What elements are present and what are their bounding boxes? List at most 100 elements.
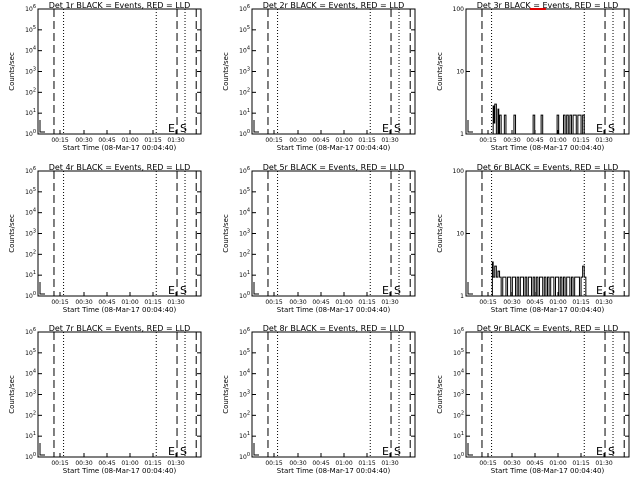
y-tick-label: 10 — [456, 231, 464, 238]
eclipse-label: E — [596, 284, 603, 297]
x-axis-label: Start Time (08-Mar-17 00:04:40) — [277, 306, 391, 314]
y-axis-label: Counts/sec — [436, 52, 444, 91]
y-tick-label: 104 — [25, 46, 36, 55]
y-tick-label: 106 — [453, 327, 464, 336]
y-tick-label: 106 — [239, 4, 250, 13]
y-tick-label: 100 — [239, 452, 250, 461]
x-tick-label: 00:15 — [265, 299, 282, 306]
x-tick-label: 01:15 — [358, 460, 375, 467]
y-tick-label: 106 — [239, 327, 250, 336]
x-tick-label: 00:15 — [265, 137, 282, 144]
x-tick-label: 00:45 — [526, 299, 543, 306]
y-axis-label: Counts/sec — [222, 52, 230, 91]
y-tick-label: 105 — [25, 348, 36, 357]
x-tick-label: 01:15 — [144, 299, 161, 306]
y-tick-label: 100 — [25, 129, 36, 138]
x-tick-label: 01:00 — [549, 460, 566, 467]
panel-det5r: Det 5r BLACK = Events, RED = LLD 100 101 10… — [222, 163, 416, 314]
x-tick-label: 00:30 — [75, 460, 92, 467]
x-tick-label: 01:00 — [335, 137, 352, 144]
x-tick-label: 01:15 — [358, 137, 375, 144]
x-tick-label: 00:45 — [312, 299, 329, 306]
x-tick-label: 01:00 — [549, 299, 566, 306]
y-axis-label: Counts/sec — [436, 214, 444, 253]
x-axis-label: Start Time (08-Mar-17 00:04:40) — [491, 467, 605, 475]
start-bracket — [253, 120, 259, 133]
x-tick-label: 01:00 — [335, 460, 352, 467]
saa-label: S — [394, 122, 401, 135]
x-tick-label: 00:45 — [312, 137, 329, 144]
y-tick-label: 105 — [25, 187, 36, 196]
y-tick-label: 105 — [25, 25, 36, 34]
panel-title: Det 2r BLACK = Events, RED = LLD — [263, 1, 405, 10]
y-tick-label: 106 — [25, 166, 36, 175]
y-tick-label: 102 — [239, 87, 250, 96]
y-tick-label: 103 — [453, 390, 464, 399]
y-tick-label: 102 — [25, 410, 36, 419]
panel-det1r: Det 1r BLACK = Events, RED = LLD 100 101 10… — [8, 1, 202, 152]
panel-det8r: Det 8r BLACK = Events, RED = LLD 100 101 10… — [222, 324, 416, 475]
start-bracket — [467, 120, 473, 133]
y-tick-label: 104 — [25, 208, 36, 217]
x-tick-label: 01:15 — [572, 299, 589, 306]
y-tick-label: 101 — [453, 431, 464, 440]
eclipse-label: E — [382, 445, 389, 458]
x-tick-label: 00:45 — [526, 137, 543, 144]
saa-label: S — [608, 122, 615, 135]
x-tick-label: 01:15 — [144, 137, 161, 144]
x-tick-label: 01:00 — [121, 460, 138, 467]
x-tick-label: 00:45 — [526, 460, 543, 467]
panel-det4r: Det 4r BLACK = Events, RED = LLD 100 101 10… — [8, 163, 202, 314]
eclipse-label: E — [168, 284, 175, 297]
panel-title: Det 4r BLACK = Events, RED = LLD — [49, 163, 191, 172]
panel-det2r: Det 2r BLACK = Events, RED = LLD 100 101 10… — [222, 1, 416, 152]
y-axis-label: Counts/sec — [8, 375, 16, 414]
x-tick-label: 00:30 — [503, 299, 520, 306]
x-tick-label: 01:30 — [167, 460, 184, 467]
x-axis-label: Start Time (08-Mar-17 00:04:40) — [491, 144, 605, 152]
events-series-line — [491, 103, 585, 135]
eclipse-label: E — [382, 122, 389, 135]
x-tick-label: 01:30 — [381, 299, 398, 306]
y-tick-label: 104 — [239, 369, 250, 378]
y-tick-label: 104 — [239, 46, 250, 55]
x-tick-label: 00:30 — [503, 137, 520, 144]
eclipse-label: E — [596, 122, 603, 135]
x-tick-label: 01:15 — [358, 299, 375, 306]
y-tick-label: 100 — [25, 452, 36, 461]
panel-title: Det 8r BLACK = Events, RED = LLD — [263, 324, 405, 333]
eclipse-label: E — [168, 122, 175, 135]
x-tick-label: 00:45 — [98, 137, 115, 144]
y-tick-label: 100 — [453, 6, 465, 13]
y-tick-label: 103 — [25, 390, 36, 399]
x-tick-label: 00:30 — [289, 460, 306, 467]
x-tick-label: 01:30 — [167, 299, 184, 306]
panel-title: Det 3r BLACK = Events, RED = LLD — [477, 1, 619, 10]
start-bracket — [39, 282, 45, 295]
x-tick-label: 00:15 — [51, 460, 68, 467]
x-tick-label: 01:00 — [335, 299, 352, 306]
x-tick-label: 00:45 — [98, 460, 115, 467]
x-axis-label: Start Time (08-Mar-17 00:04:40) — [491, 306, 605, 314]
y-tick-label: 102 — [25, 87, 36, 96]
x-tick-label: 01:30 — [595, 299, 612, 306]
eclipse-label: E — [382, 284, 389, 297]
y-tick-label: 106 — [239, 166, 250, 175]
panel-det3r: Det 3r BLACK = Events, RED = LLD 1 10 100 Co… — [436, 1, 630, 152]
y-tick-label: 106 — [25, 4, 36, 13]
y-axis-label: Counts/sec — [222, 375, 230, 414]
x-tick-label: 00:30 — [75, 137, 92, 144]
saa-label: S — [608, 284, 615, 297]
x-tick-label: 00:30 — [75, 299, 92, 306]
panel-det6r: Det 6r BLACK = Events, RED = LLD 1 10 100 Co… — [436, 163, 630, 314]
x-tick-label: 01:30 — [595, 460, 612, 467]
panel-title: Det 7r BLACK = Events, RED = LLD — [49, 324, 191, 333]
y-tick-label: 101 — [25, 431, 36, 440]
eclipse-label: E — [168, 445, 175, 458]
y-tick-label: 105 — [239, 187, 250, 196]
saa-label: S — [180, 284, 187, 297]
saa-label: S — [180, 445, 187, 458]
panel-det7r: Det 7r BLACK = Events, RED = LLD 100 101 10… — [8, 324, 202, 475]
x-axis-label: Start Time (08-Mar-17 00:04:40) — [63, 467, 177, 475]
y-tick-label: 101 — [239, 270, 250, 279]
